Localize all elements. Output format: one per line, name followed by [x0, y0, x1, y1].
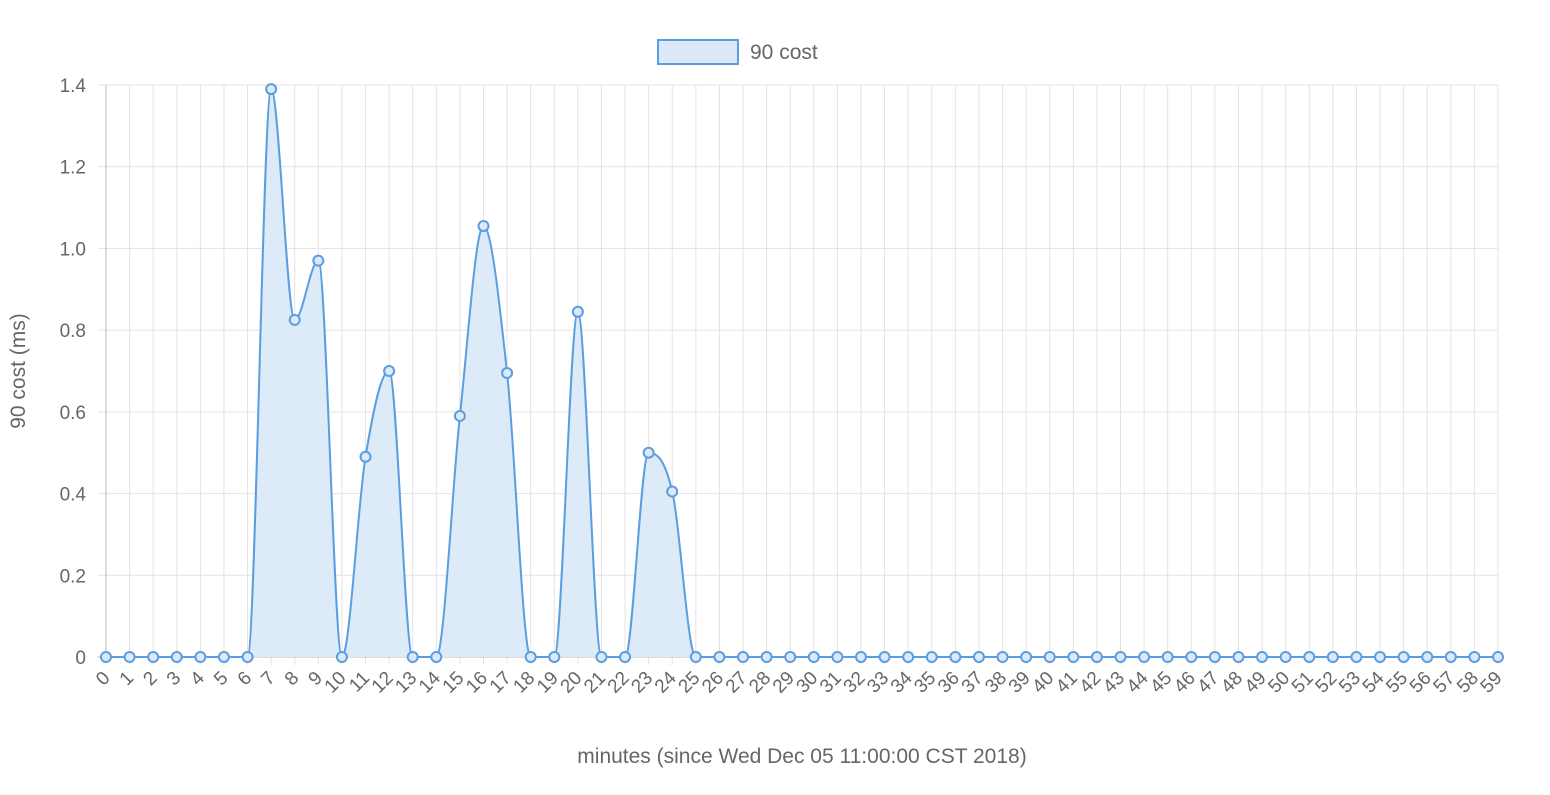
data-point — [147, 651, 160, 663]
x-tick-label: 7 — [257, 668, 279, 690]
y-tick-label: 0.8 — [60, 321, 86, 342]
y-tick-label: 1.2 — [60, 158, 86, 179]
x-tick-label: 4 — [187, 667, 210, 690]
data-point — [194, 651, 207, 663]
area-layer — [106, 88, 1498, 659]
y-axis-ticks: 0 0.2 0.4 0.6 0.8 1.0 1.2 1.4 — [60, 76, 87, 669]
data-point — [548, 651, 561, 663]
data-point — [217, 651, 230, 663]
data-point — [265, 83, 278, 96]
data-point — [996, 651, 1009, 663]
data-point — [1421, 651, 1434, 663]
data-point — [288, 313, 301, 326]
data-point — [312, 254, 325, 267]
y-tick-label: 1.4 — [60, 76, 87, 97]
data-point — [1114, 651, 1127, 663]
legend[interactable]: 90 cost — [657, 39, 818, 65]
data-point — [1326, 651, 1339, 663]
data-point — [1444, 651, 1457, 663]
data-point — [1043, 651, 1056, 663]
data-point — [713, 651, 726, 663]
data-point — [241, 651, 254, 663]
data-point — [571, 305, 584, 318]
x-tick-label: 59 — [1477, 668, 1507, 698]
data-point — [453, 409, 466, 422]
data-point — [383, 365, 396, 377]
y-tick-label: 0.6 — [60, 403, 86, 424]
data-point — [760, 651, 773, 663]
data-point — [359, 450, 372, 463]
y-tick-label: 0 — [75, 648, 86, 669]
data-point — [524, 651, 537, 663]
data-point — [972, 651, 985, 663]
legend-swatch — [657, 39, 739, 65]
data-point — [1492, 651, 1504, 663]
data-point — [878, 651, 891, 663]
data-point — [1350, 651, 1363, 663]
data-point — [501, 367, 514, 380]
data-point — [689, 651, 702, 663]
data-point — [430, 651, 443, 663]
data-point — [1185, 651, 1198, 663]
data-point — [595, 651, 608, 663]
data-point — [1397, 651, 1410, 663]
y-tick-label: 1.0 — [60, 239, 86, 260]
x-tick-label: 0 — [92, 668, 114, 690]
y-tick-label: 0.4 — [60, 485, 87, 506]
data-point — [1020, 651, 1033, 663]
data-point — [1256, 651, 1269, 663]
x-tick-label: 1 — [116, 668, 138, 690]
y-axis-title: 90 cost (ms) — [7, 313, 30, 429]
data-point — [666, 485, 679, 498]
y-tick-label: 0.2 — [60, 566, 86, 587]
data-point — [784, 651, 797, 663]
points-layer — [100, 83, 1504, 663]
data-point — [100, 651, 112, 663]
data-point — [1374, 651, 1387, 663]
data-point — [1232, 651, 1245, 663]
data-point — [831, 651, 844, 663]
data-point — [925, 651, 938, 663]
data-point — [170, 651, 183, 663]
x-tick-label: 2 — [139, 668, 161, 690]
x-tick-label: 3 — [163, 668, 185, 690]
data-point — [1090, 651, 1103, 663]
data-point — [406, 651, 419, 663]
data-point — [807, 651, 820, 663]
x-tick-label: 6 — [234, 668, 256, 690]
data-point — [949, 651, 962, 663]
x-axis-title: minutes (since Wed Dec 05 11:00:00 CST 2… — [577, 745, 1026, 768]
data-point — [477, 219, 490, 232]
data-point — [902, 651, 915, 663]
x-tick-label: 8 — [281, 668, 303, 690]
data-point — [854, 651, 867, 663]
data-point — [642, 446, 655, 459]
data-point — [1138, 651, 1151, 663]
data-point — [737, 651, 750, 663]
data-point — [1067, 651, 1080, 663]
data-point — [1303, 651, 1316, 663]
x-tick-label: 5 — [210, 668, 232, 690]
data-point — [1208, 651, 1221, 663]
data-point — [619, 651, 632, 663]
data-point — [1468, 651, 1481, 663]
data-point — [335, 651, 348, 663]
legend-label: 90 cost — [750, 41, 818, 64]
data-point — [1279, 651, 1292, 663]
x-axis-ticks: 0 1 2 3 4 5 6 7 8 9101112131415161718192021222324… — [92, 667, 1506, 697]
data-point — [1161, 651, 1174, 663]
series-area-fill — [106, 89, 1498, 658]
data-point — [123, 651, 136, 663]
